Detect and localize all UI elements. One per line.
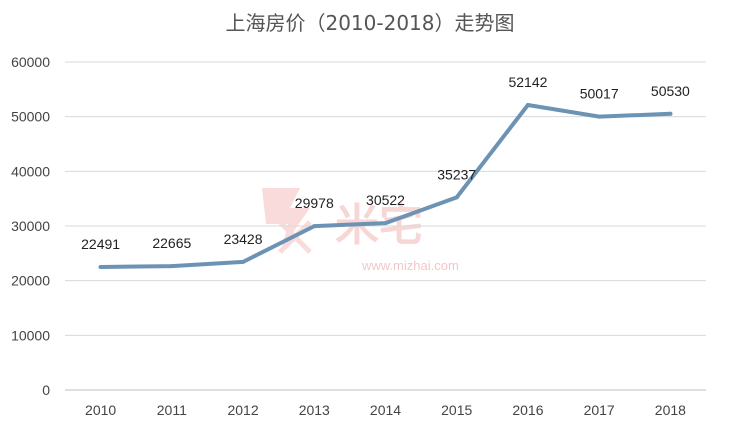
data-point <box>668 111 673 116</box>
data-point <box>597 114 602 119</box>
x-tick-label: 2011 <box>157 402 187 418</box>
data-series <box>98 102 673 270</box>
y-tick-label: 50000 <box>11 109 50 125</box>
chart-title: 上海房价（2010-2018）走势图 <box>225 11 514 35</box>
data-label: 22491 <box>81 236 120 252</box>
x-tick-label: 2017 <box>584 402 615 418</box>
y-axis-tick-labels: 0 10000 20000 30000 40000 50000 60000 <box>11 54 50 398</box>
y-tick-label: 30000 <box>11 218 50 234</box>
data-point <box>241 259 246 264</box>
x-tick-label: 2014 <box>370 402 401 418</box>
data-label: 30522 <box>366 192 405 208</box>
x-tick-label: 2016 <box>512 402 543 418</box>
x-axis-tick-labels: 2010 2011 2012 2013 2014 2015 2016 2017 2018 <box>85 402 686 418</box>
data-point <box>454 195 459 200</box>
data-label: 29978 <box>295 195 334 211</box>
data-label: 22665 <box>152 235 191 251</box>
data-label: 50530 <box>651 83 690 99</box>
y-tick-label: 20000 <box>11 273 50 289</box>
data-labels: 22491 22665 23428 29978 30522 35237 52142 50017… <box>81 74 690 252</box>
data-label: 50017 <box>580 86 619 102</box>
data-label: 52142 <box>508 74 547 90</box>
x-tick-label: 2012 <box>227 402 258 418</box>
data-point <box>169 264 174 269</box>
data-point <box>383 221 388 226</box>
data-label: 23428 <box>224 231 263 247</box>
data-label: 35237 <box>437 166 476 182</box>
x-tick-label: 2013 <box>299 402 330 418</box>
x-tick-label: 2010 <box>85 402 116 418</box>
grid-lines <box>65 61 706 336</box>
data-point <box>525 102 530 107</box>
y-tick-label: 10000 <box>11 327 50 343</box>
data-point <box>312 224 317 229</box>
y-tick-label: 40000 <box>11 163 50 179</box>
y-tick-label: 0 <box>42 382 50 398</box>
watermark: 米宅 www.mizhai.com <box>262 188 459 273</box>
x-tick-label: 2015 <box>441 402 472 418</box>
x-tick-label: 2018 <box>655 402 686 418</box>
data-point <box>98 265 103 270</box>
y-tick-label: 60000 <box>11 54 50 70</box>
watermark-url: www.mizhai.com <box>361 258 459 273</box>
